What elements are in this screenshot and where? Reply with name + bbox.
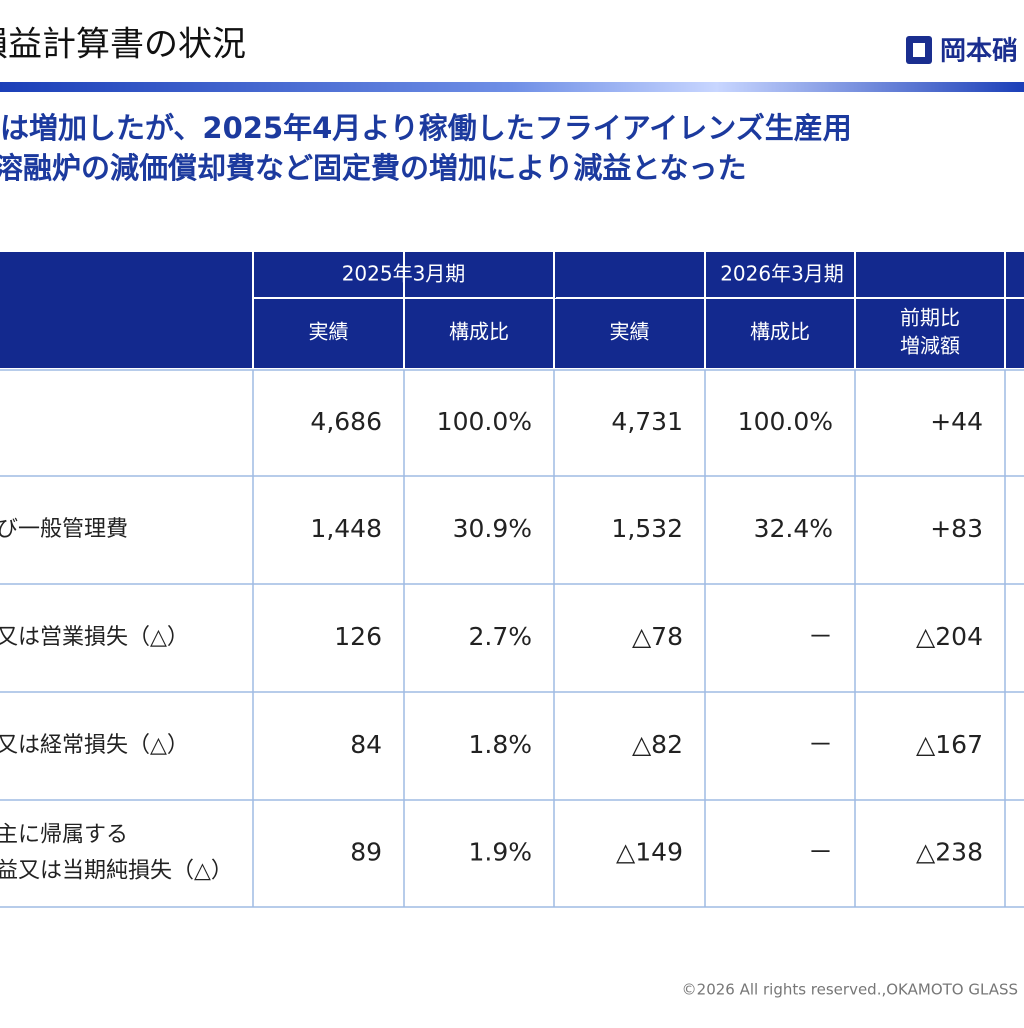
cell-value: 126 [334, 622, 382, 651]
cell-value: 4,731 [611, 407, 683, 436]
cell-value: 100.0% [738, 407, 833, 436]
cell-value: － [808, 730, 833, 759]
column-header: 増減額 [900, 334, 960, 358]
row-label: 又は営業損失（△） [0, 625, 189, 650]
row-label: 主に帰属する [0, 823, 128, 848]
cell-value: △167 [916, 730, 983, 759]
cell-value: 1,532 [611, 514, 683, 543]
cell-value: 100.0% [437, 407, 532, 436]
subtitle-line: は増加したが、2025年4月より稼働したフライアイレンズ生産用 [0, 111, 852, 145]
cell-value: － [808, 622, 833, 651]
slide-title: 損益計算書の状況 [0, 25, 246, 65]
period-header: 2026年3月期 [720, 262, 844, 286]
cell-value: +83 [930, 514, 983, 543]
row-label: 益又は当期純損失（△） [0, 859, 233, 884]
cell-value: △149 [616, 838, 683, 867]
cell-value: 32.4% [754, 514, 833, 543]
cell-value: +44 [930, 407, 983, 436]
row-label: 又は経常損失（△） [0, 733, 189, 758]
cell-value: 89 [350, 838, 382, 867]
cell-value: － [808, 838, 833, 867]
header-bg [0, 252, 1024, 368]
cell-value: 2.7% [468, 622, 532, 651]
cell-value: △78 [632, 622, 683, 651]
cell-value: △204 [916, 622, 983, 651]
footer: ©2026 All rights reserved.,OKAMOTO GLASS [682, 981, 1018, 999]
column-header: 構成比 [449, 320, 509, 344]
column-header: 実績 [610, 320, 650, 344]
cell-value: 84 [350, 730, 382, 759]
title-band [0, 82, 1024, 92]
subtitle-line: 溶融炉の減価償却費など固定費の増加により減益となった [0, 151, 747, 185]
cell-value: 1.9% [468, 838, 532, 867]
cell-value: 1.8% [468, 730, 532, 759]
cell-value: 4,686 [310, 407, 382, 436]
column-header: 構成比 [750, 320, 810, 344]
cell-value: △82 [632, 730, 683, 759]
row-label: び一般管理費 [0, 517, 128, 542]
cell-value: △238 [916, 838, 983, 867]
logo-text: 岡本硝 [940, 37, 1018, 67]
column-header: 前期比 [900, 306, 960, 330]
period-header: 2025年3月期 [342, 262, 466, 286]
column-header: 実績 [309, 320, 349, 344]
cell-value: 1,448 [310, 514, 382, 543]
logo-icon-inner [913, 43, 925, 57]
cell-value: 30.9% [453, 514, 532, 543]
